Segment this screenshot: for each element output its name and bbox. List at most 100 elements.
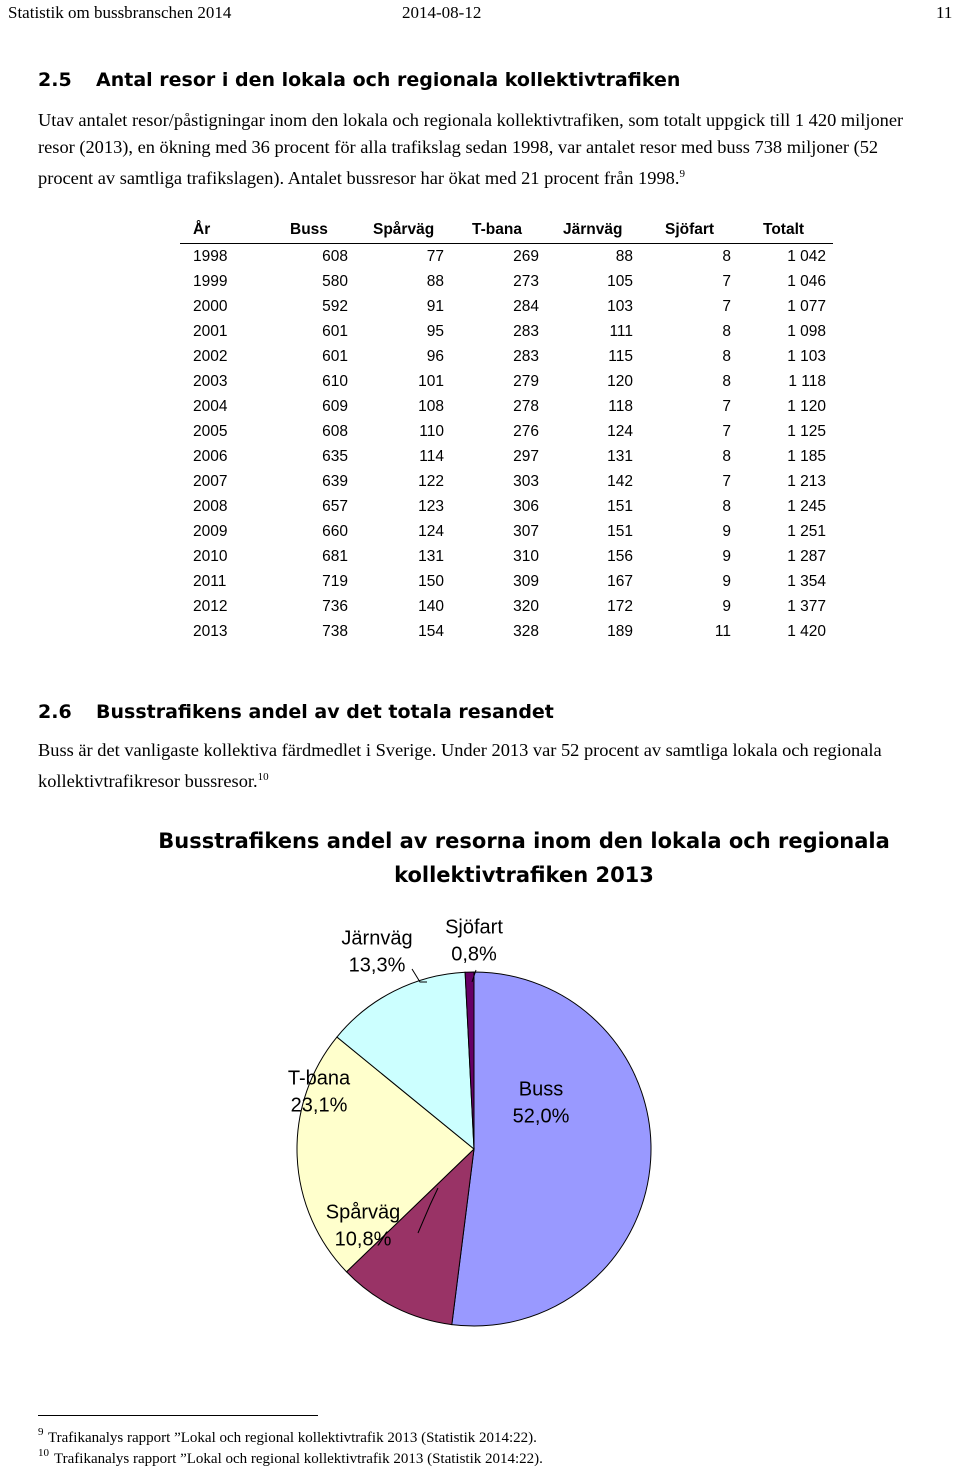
table-cell: 124: [418, 523, 444, 540]
table-cell: 105: [607, 273, 633, 290]
table-cell: 273: [513, 273, 539, 290]
table-cell: 1 125: [787, 423, 826, 440]
paragraph: Utav antalet resor/påstigningar inom den…: [38, 107, 928, 192]
leader-line: [471, 969, 477, 983]
column-header: Spårväg: [373, 221, 435, 238]
slice-value: 13,3%: [349, 954, 406, 976]
pie-slice: [464, 971, 475, 1150]
table-cell: 95: [426, 323, 444, 340]
table-cell: 2002: [193, 348, 228, 365]
table-cell: 156: [607, 548, 633, 565]
paragraph-text: Utav antalet resor/påstigningar inom den…: [38, 110, 904, 189]
table-cell: 2004: [193, 398, 228, 415]
table-cell: 736: [322, 598, 348, 615]
table-cell: 120: [607, 373, 633, 390]
table-cell: 8: [722, 448, 731, 465]
column-header: Järnväg: [563, 221, 623, 238]
table-cell: 681: [322, 548, 348, 565]
table-cell: 88: [615, 248, 633, 265]
footnote-ref: 9: [679, 168, 685, 180]
table-cell: 306: [513, 498, 539, 515]
section-title: Busstrafikens andel av det totala resand…: [96, 701, 554, 723]
table-cell: 9: [722, 598, 731, 615]
table-cell: 309: [513, 573, 539, 590]
table-cell: 278: [513, 398, 539, 415]
table-cell: 1 287: [787, 548, 826, 565]
footnote-ref: 10: [257, 771, 269, 783]
table-cell: 172: [607, 598, 633, 615]
table-cell: 657: [322, 498, 348, 515]
header-date: 2014-08-12: [402, 3, 482, 22]
leader-line: [411, 968, 427, 983]
table-cell: 307: [513, 523, 539, 540]
table-cell: 601: [322, 348, 348, 365]
table-cell: 297: [513, 448, 539, 465]
footnote-number: 9: [38, 1426, 44, 1438]
table-rule: [180, 243, 833, 244]
column-header: Buss: [290, 221, 328, 238]
table-cell: 7: [722, 273, 731, 290]
table-cell: 660: [322, 523, 348, 540]
table-cell: 269: [513, 248, 539, 265]
table-cell: 580: [322, 273, 348, 290]
table-cell: 151: [607, 523, 633, 540]
table-cell: 2007: [193, 473, 228, 490]
table-cell: 1 120: [787, 398, 826, 415]
table-cell: 2009: [193, 523, 228, 540]
pie-slice: [336, 971, 475, 1151]
column-header: T-bana: [472, 221, 522, 238]
table-cell: 2013: [193, 623, 228, 640]
table-cell: 1998: [193, 248, 228, 265]
table-cell: 283: [513, 323, 539, 340]
table-cell: 91: [426, 298, 444, 315]
table-cell: 2003: [193, 373, 228, 390]
table-cell: 77: [426, 248, 444, 265]
footnote-text: Trafikanalys rapport ”Lokal och regional…: [54, 1451, 543, 1467]
column-header: Totalt: [763, 221, 805, 238]
leader-line: [417, 1187, 439, 1234]
paragraph-text: Buss är det vanligaste kollektiva färdme…: [38, 740, 882, 792]
table-cell: 601: [322, 323, 348, 340]
pie-slice: [296, 1036, 475, 1273]
pie-slice: [451, 971, 652, 1327]
table-cell: 1 042: [787, 248, 826, 265]
table-cell: 9: [722, 548, 731, 565]
table-cell: 122: [418, 473, 444, 490]
table-cell: 328: [513, 623, 539, 640]
table-cell: 123: [418, 498, 444, 515]
table-cell: 608: [322, 248, 348, 265]
table-cell: 1 251: [787, 523, 826, 540]
footnote-rule: [38, 1415, 318, 1416]
table-cell: 124: [607, 423, 633, 440]
table-cell: 609: [322, 398, 348, 415]
table-cell: 9: [722, 573, 731, 590]
slice-value: 10,8%: [335, 1228, 392, 1250]
table-cell: 639: [322, 473, 348, 490]
column-header: År: [193, 221, 211, 238]
table-cell: 2010: [193, 548, 228, 565]
table-cell: 8: [722, 348, 731, 365]
table-cell: 154: [418, 623, 444, 640]
table-cell: 2001: [193, 323, 228, 340]
table-cell: 167: [607, 573, 633, 590]
slice-label: T-bana: [288, 1067, 351, 1089]
slice-label: Buss: [519, 1078, 563, 1100]
footnote-number: 10: [38, 1447, 49, 1459]
table-cell: 150: [418, 573, 444, 590]
table-cell: 719: [322, 573, 348, 590]
table-cell: 131: [607, 448, 633, 465]
table-cell: 101: [418, 373, 444, 390]
table-cell: 635: [322, 448, 348, 465]
section-number: 2.5: [38, 69, 72, 91]
column-header: Sjöfart: [665, 221, 715, 238]
table-cell: 1 077: [787, 298, 826, 315]
table-cell: 1 213: [787, 473, 826, 490]
table-cell: 1 377: [787, 598, 826, 615]
table-cell: 2012: [193, 598, 228, 615]
table-cell: 110: [419, 423, 444, 440]
header-title: Statistik om bussbranschen 2014: [8, 3, 232, 22]
table-cell: 283: [513, 348, 539, 365]
slice-label: Sjöfart: [445, 916, 503, 938]
table-cell: 284: [513, 298, 539, 315]
table-cell: 8: [722, 373, 731, 390]
